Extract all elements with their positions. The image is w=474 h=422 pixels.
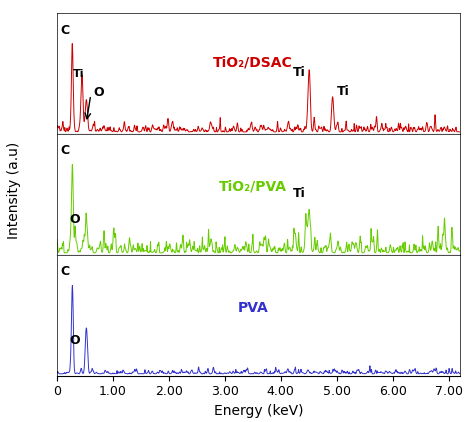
Text: Ti: Ti — [337, 85, 349, 98]
Text: Ti: Ti — [293, 66, 306, 79]
Text: C: C — [61, 24, 70, 36]
Text: O: O — [69, 213, 80, 226]
Text: Ti: Ti — [73, 69, 84, 79]
Text: C: C — [61, 265, 70, 279]
Text: O: O — [69, 334, 80, 347]
X-axis label: Energy (keV): Energy (keV) — [214, 404, 303, 418]
Text: Ti: Ti — [293, 187, 306, 200]
Text: Intensity (a.u): Intensity (a.u) — [7, 141, 21, 238]
Text: PVA: PVA — [237, 300, 268, 314]
Text: C: C — [61, 144, 70, 157]
Text: TiO₂/DSAC: TiO₂/DSAC — [213, 56, 292, 70]
Text: O: O — [93, 86, 104, 99]
Text: TiO₂/PVA: TiO₂/PVA — [219, 180, 287, 194]
